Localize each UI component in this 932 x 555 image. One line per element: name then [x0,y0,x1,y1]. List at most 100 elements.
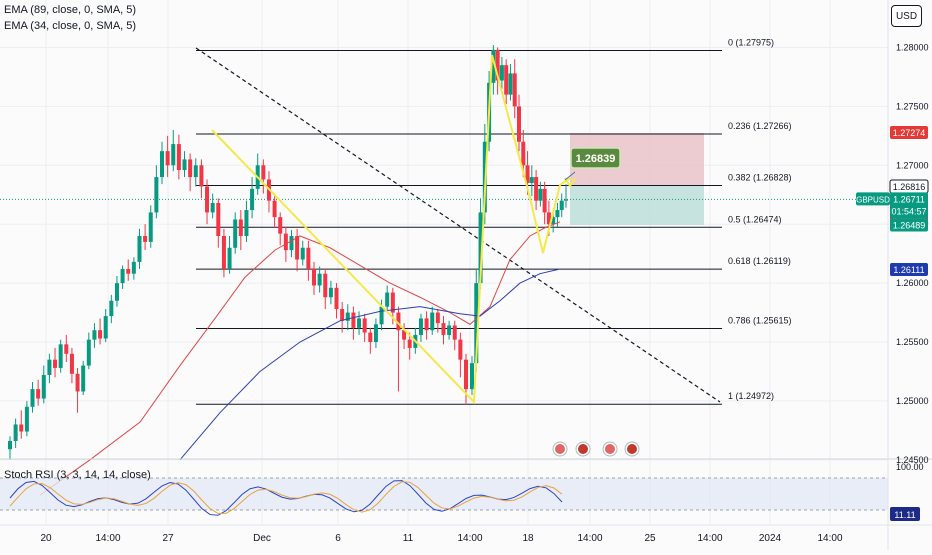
candle-body [334,287,339,310]
candle-body [525,165,530,183]
candle-body [8,440,12,450]
candle-body [171,144,176,166]
candle-body [312,268,316,286]
candle-body [19,424,24,432]
candle-body [508,73,513,95]
candle-body [517,106,521,142]
candle-body [160,151,164,178]
fib-level-label: 0.382 (1.26828) [728,173,792,183]
time-axis-tick: 14:00 [577,533,602,544]
time-axis-tick: 2024 [759,533,782,544]
price-axis-tick: 1.27000 [896,160,929,170]
candle-body [41,374,46,399]
candle-body [559,200,564,211]
candle-body [210,202,215,213]
candle-body [323,273,328,298]
candle-body [295,235,300,260]
stoch-value-text: 11.11 [894,510,915,520]
candle-body [542,188,547,213]
fib-level-label: 0.5 (1.26474) [728,214,782,224]
candle-body [328,287,333,298]
candle-body [418,318,423,335]
candle-body [521,141,526,166]
candle-body [176,144,181,171]
candle-body [491,49,496,83]
candle-body [555,210,560,218]
candle-body [92,330,97,340]
candle-body [499,65,504,81]
time-axis-tick: 18 [522,533,534,544]
price-axis-tick: 1.25500 [896,337,929,347]
candle-body [233,219,238,248]
currency-button[interactable]: USD [891,5,922,27]
fibonacci-retracement: 0 (1.27975) 0.236 (1.27266) 0.382 (1.26828… [196,37,792,405]
candle-body [385,292,390,307]
candle-body [137,235,142,262]
candle-body [244,210,249,236]
indicator-label-ema89[interactable]: EMA (89, close, 0, SMA, 5) [4,4,137,16]
candle-body [306,247,311,269]
time-axis-tick: 6 [335,533,341,544]
time-axis-tick: Dec [253,533,271,544]
candle-body [534,177,539,201]
candle-body [464,359,468,390]
candle-body [340,309,345,321]
stoch-band [0,478,888,510]
candle-body [357,318,362,328]
economic-events [552,441,640,457]
candle-body [470,363,474,390]
candle-body [283,233,288,251]
candle-body [64,344,69,354]
stoch-k-line [9,480,563,516]
candle-body [36,389,41,399]
stoch-value-tag [890,507,920,521]
candle-body [238,219,243,236]
indicator-label-ema34[interactable]: EMA (34, close, 0, SMA, 5) [4,20,137,32]
candle-body [447,325,452,335]
candle-body [261,165,266,180]
candle-body [69,353,74,374]
candle-body [289,235,294,251]
candle-body [86,339,91,366]
event-flag-dot [555,444,565,454]
price-axis-tick: 1.25000 [896,396,929,406]
candle-body [373,324,378,342]
candle-body [441,323,446,335]
candle-body [103,316,108,339]
candle-body [143,235,148,242]
time-axis-tick: 14:00 [817,533,842,544]
stoch-axis-tick: 100.00 [896,462,924,472]
indicator-label-stoch-rsi[interactable]: Stoch RSI (3, 3, 14, 14, close) [4,469,151,481]
candle-body [81,365,86,392]
candle-body [109,300,114,317]
candle-body [538,188,543,201]
candle-body [193,165,198,178]
candle-body [199,165,204,187]
fib-level-label: 0.786 (1.25615) [728,315,792,325]
candle-body [30,389,35,407]
candle-body [368,332,373,342]
candle-body [205,186,210,213]
event-flag-dot [605,444,615,454]
event-flag-dot [627,444,637,454]
candle-body [182,159,187,171]
ema89-line [179,268,561,461]
price-axis: 1.280001.275001.270001.265001.260001.255… [856,0,929,550]
candle-body [13,424,18,441]
candle-body [402,330,407,340]
bar-countdown-text: 01:54:57 [891,206,926,216]
price-tag [890,263,928,277]
candle-body [546,212,551,225]
candle-body [452,325,457,340]
candle-body [564,199,568,201]
candle-body [148,212,153,242]
candle-body [188,159,193,178]
ema34-line [39,221,561,496]
candle-body [221,235,226,269]
candle-body [529,177,534,183]
candle-body [24,406,29,432]
fib-level-label: 0.236 (1.27266) [728,121,792,131]
candle-body [278,217,283,234]
